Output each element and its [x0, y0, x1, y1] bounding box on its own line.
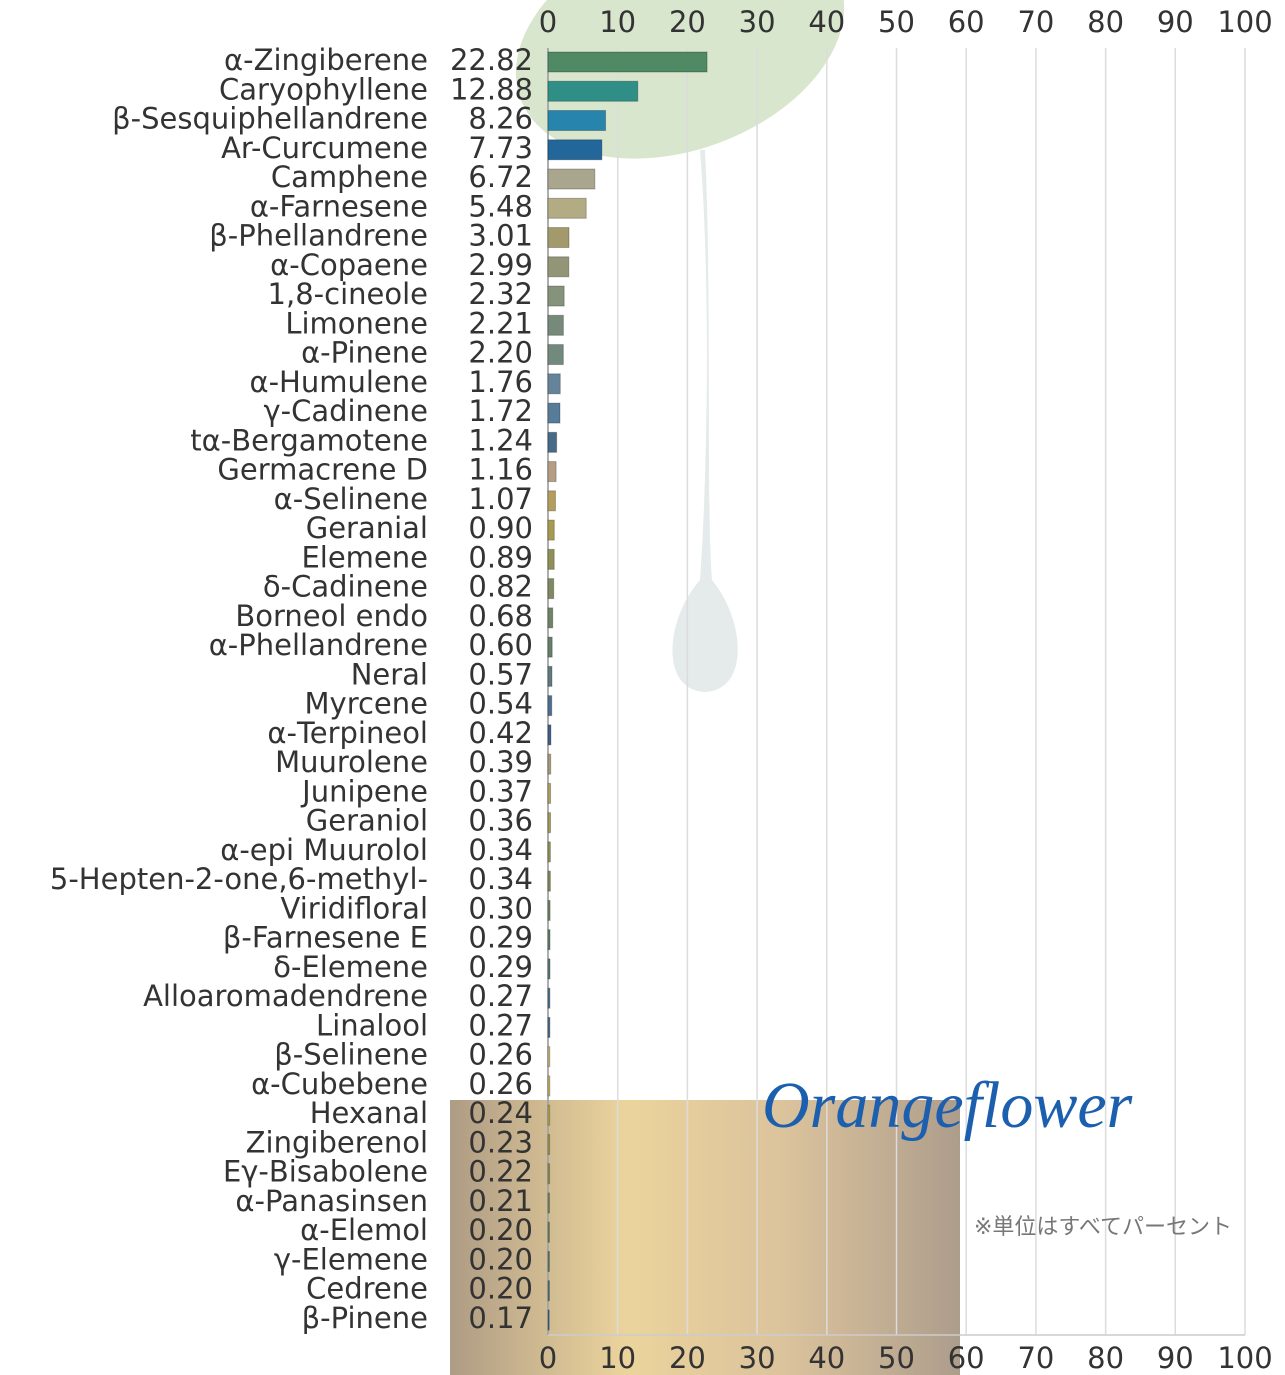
- x-tick-label-bottom: 0: [539, 1341, 557, 1375]
- bar: [548, 432, 557, 452]
- bar: [548, 871, 550, 891]
- bar: [548, 900, 550, 920]
- x-tick-label-top: 30: [739, 5, 776, 39]
- x-tick-label-bottom: 60: [948, 1341, 985, 1375]
- chart: Orangeflower ※単位はすべてパーセント 0 0 10 10 20 20 30 30…: [0, 0, 1285, 1375]
- bar: [548, 1222, 549, 1242]
- bar: [548, 228, 569, 248]
- bar: [548, 315, 563, 335]
- x-tick-label-bottom: 80: [1087, 1341, 1124, 1375]
- x-tick-label-top: 90: [1157, 5, 1194, 39]
- x-tick-label-top: 10: [599, 5, 636, 39]
- bar: [548, 257, 569, 277]
- bar: [548, 930, 550, 950]
- x-tick-label-top: 70: [1017, 5, 1054, 39]
- bar: [548, 579, 554, 599]
- bar: [548, 169, 595, 189]
- bar: [548, 783, 551, 803]
- logo: Orangeflower: [762, 1069, 1133, 1142]
- bar: [548, 52, 707, 72]
- bar: [548, 608, 553, 628]
- x-tick-label-bottom: 70: [1017, 1341, 1054, 1375]
- x-tick-label-top: 20: [669, 5, 706, 39]
- x-tick-label-bottom: 40: [808, 1341, 845, 1375]
- bar: [548, 345, 563, 365]
- x-tick-label-top: 0: [539, 5, 557, 39]
- bar: [548, 520, 554, 540]
- bar: [548, 491, 555, 511]
- bar: [548, 842, 550, 862]
- x-tick-label-bottom: 20: [669, 1341, 706, 1375]
- x-tick-label-top: 60: [948, 5, 985, 39]
- bar: [548, 374, 560, 394]
- value-label: 0.17: [468, 1301, 533, 1335]
- bar: [548, 666, 552, 686]
- bar: [548, 637, 552, 657]
- bar: [548, 403, 560, 423]
- x-tick-label-top: 40: [808, 5, 845, 39]
- bar: [548, 1017, 550, 1037]
- bar: [548, 140, 602, 160]
- bar: [548, 1105, 550, 1125]
- bar: [548, 696, 552, 716]
- x-tick-label-bottom: 10: [599, 1341, 636, 1375]
- x-tick-label-top: 80: [1087, 5, 1124, 39]
- x-tick-label-bottom: 30: [739, 1341, 776, 1375]
- bar: [548, 813, 551, 833]
- category-label: β-Pinene: [302, 1301, 428, 1335]
- bar: [548, 988, 550, 1008]
- x-tick-label-bottom: 90: [1157, 1341, 1194, 1375]
- bar: [548, 1134, 550, 1154]
- bar: [548, 1047, 550, 1067]
- bar: [548, 198, 586, 218]
- x-tick-label-top: 100: [1217, 5, 1272, 39]
- bar: [548, 1076, 550, 1096]
- x-tick-label-bottom: 100: [1217, 1341, 1272, 1375]
- bar: [548, 1193, 549, 1213]
- bar: [548, 959, 550, 979]
- x-tick-label-bottom: 50: [878, 1341, 915, 1375]
- note: ※単位はすべてパーセント: [974, 1215, 1232, 1240]
- bar: [548, 1251, 549, 1271]
- bar: [548, 1281, 549, 1301]
- bar: [548, 81, 638, 101]
- x-tick-label-top: 50: [878, 5, 915, 39]
- bar: [548, 754, 551, 774]
- bar: [548, 1164, 550, 1184]
- bar: [548, 1310, 549, 1330]
- bar: [548, 286, 564, 306]
- bar: [548, 111, 606, 131]
- bar: [548, 725, 551, 745]
- bar: [548, 462, 556, 482]
- bar: [548, 549, 554, 569]
